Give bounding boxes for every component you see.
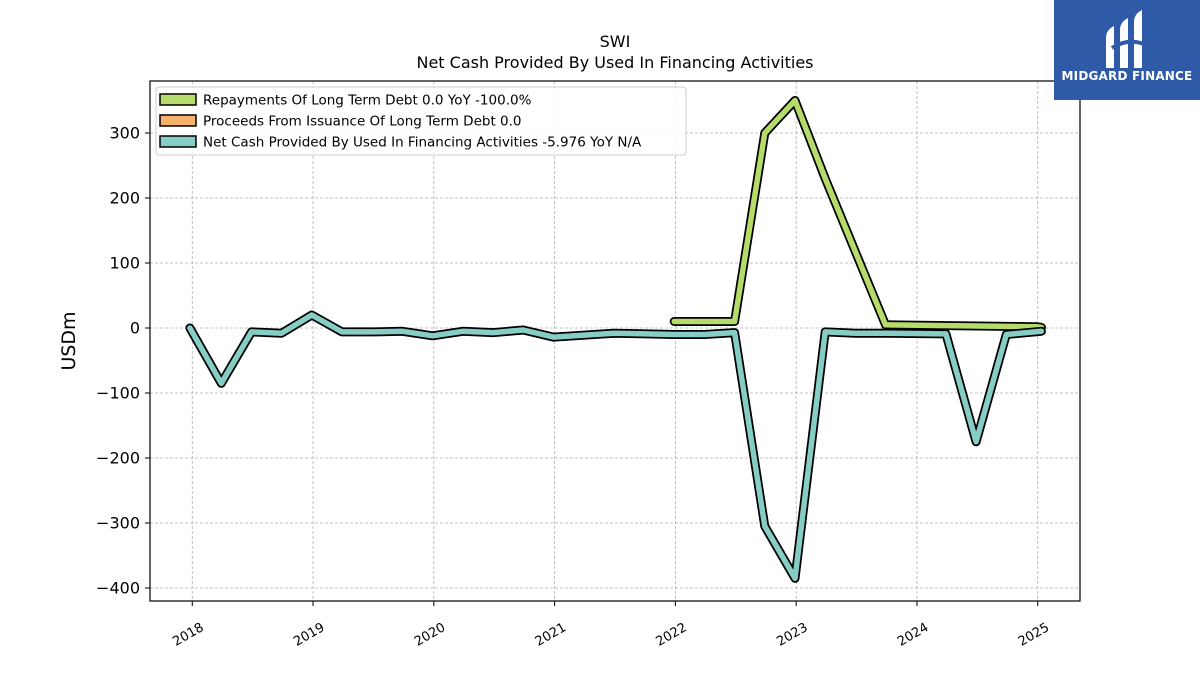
chart-subtitle: Net Cash Provided By Used In Financing A… <box>416 53 813 72</box>
y-tick-label: −100 <box>96 384 140 403</box>
y-tick-label: −300 <box>96 514 140 533</box>
grid <box>150 81 1080 601</box>
legend-entry-proceeds: Proceeds From Issuance Of Long Term Debt… <box>159 114 522 130</box>
chart-title: SWI <box>600 32 631 51</box>
y-tick-label: 100 <box>109 254 140 273</box>
x-tick-label: 2023 <box>774 620 810 650</box>
legend-entry-net-cash: Net Cash Provided By Used In Financing A… <box>159 135 642 151</box>
midgard-finance-logo: MIDGARD FINANCE <box>1054 0 1200 100</box>
x-tick-label: 2025 <box>1016 620 1052 650</box>
legend-swatch-repayments <box>159 93 197 106</box>
legend-box <box>155 86 687 156</box>
legend-label-proceeds: Proceeds From Issuance Of Long Term Debt… <box>203 114 522 130</box>
x-tick-label: 2018 <box>170 620 206 650</box>
legend: Repayments Of Long Term Debt 0.0 YoY -10… <box>155 86 687 156</box>
x-tick-label: 2019 <box>291 620 327 650</box>
y-tick-label: 300 <box>109 124 140 143</box>
y-tick-label: −400 <box>96 579 140 598</box>
logo-mark-icon <box>1106 10 1145 68</box>
legend-swatch-proceeds <box>159 114 197 127</box>
series-outline-net-cash <box>185 310 1046 583</box>
x-axis: 2018 2019 2020 2021 2022 2023 2024 2025 <box>170 601 1052 650</box>
x-tick-label: 2021 <box>533 620 569 650</box>
legend-entry-repayments: Repayments Of Long Term Debt 0.0 YoY -10… <box>159 93 532 109</box>
y-axis: −400 −300 −200 −100 0 100 200 300 <box>96 124 150 598</box>
y-tick-label: −200 <box>96 449 140 468</box>
legend-swatch-net-cash <box>159 135 197 148</box>
series-line-repayments <box>671 97 1045 331</box>
series-lines <box>185 96 1046 583</box>
plot-frame <box>149 80 1081 602</box>
legend-label-net-cash: Net Cash Provided By Used In Financing A… <box>203 135 642 151</box>
series-line-net-cash <box>187 312 1045 582</box>
series-outline-repayments <box>669 96 1046 332</box>
y-axis-label: USDm <box>58 311 80 370</box>
x-tick-label: 2022 <box>654 620 690 650</box>
y-tick-label: 200 <box>109 189 140 208</box>
x-tick-label: 2024 <box>895 620 931 650</box>
x-tick-label: 2020 <box>412 620 448 650</box>
logo-text: MIDGARD FINANCE <box>1061 69 1193 83</box>
y-tick-label: 0 <box>130 319 140 338</box>
legend-label-repayments: Repayments Of Long Term Debt 0.0 YoY -10… <box>203 93 532 109</box>
